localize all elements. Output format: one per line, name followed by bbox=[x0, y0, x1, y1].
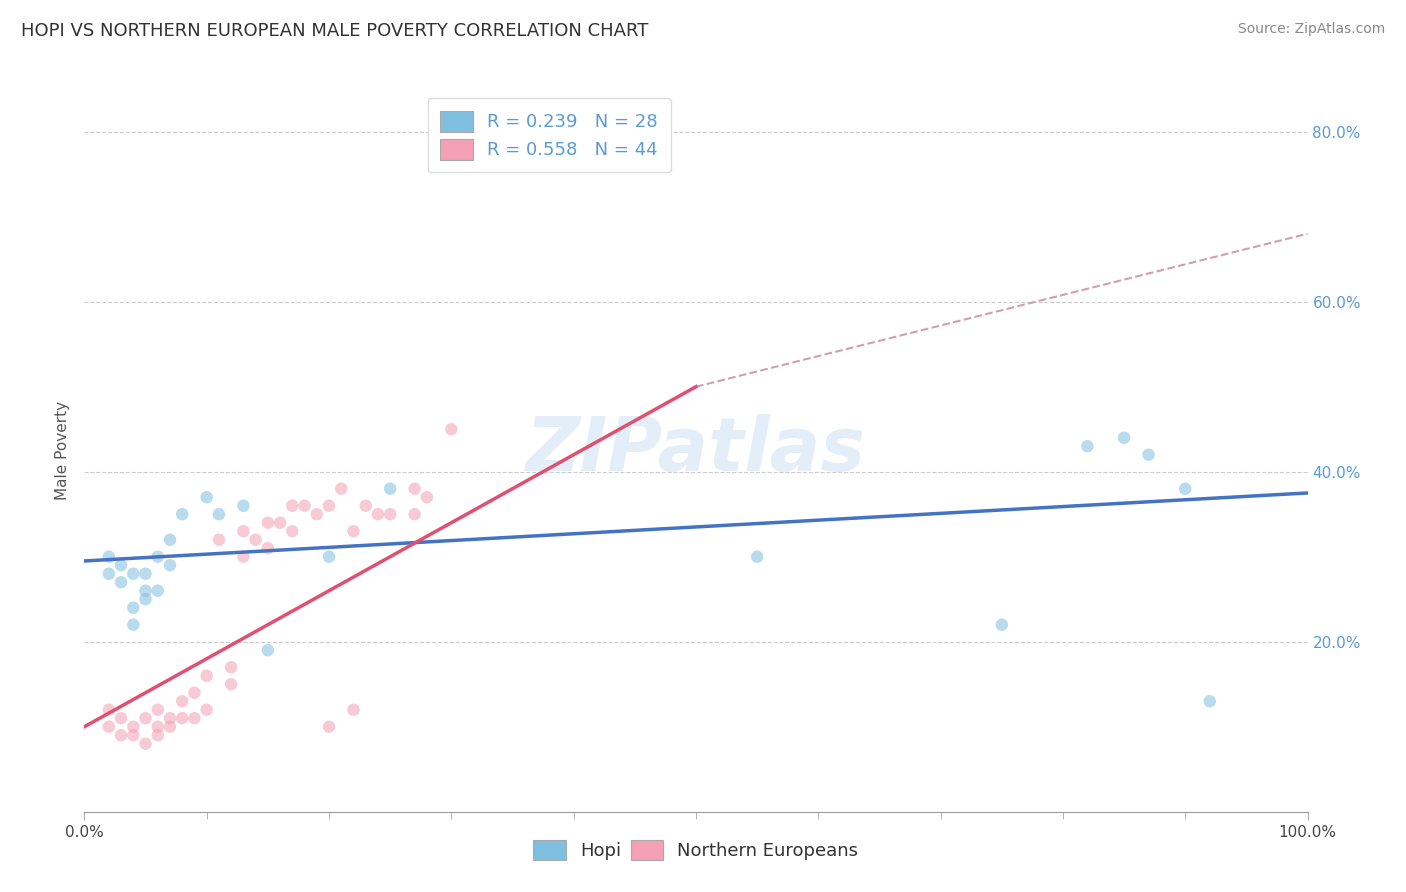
Point bbox=[281, 499, 304, 513]
Text: HOPI VS NORTHERN EUROPEAN MALE POVERTY CORRELATION CHART: HOPI VS NORTHERN EUROPEAN MALE POVERTY C… bbox=[21, 22, 648, 40]
Point bbox=[195, 669, 218, 683]
Point bbox=[135, 583, 157, 598]
Point bbox=[440, 422, 463, 436]
Point bbox=[172, 694, 194, 708]
Point bbox=[219, 660, 242, 674]
Point bbox=[305, 507, 328, 521]
Point bbox=[342, 703, 364, 717]
Point bbox=[146, 720, 169, 734]
Point bbox=[146, 728, 169, 742]
Point bbox=[318, 549, 340, 564]
Point bbox=[159, 720, 181, 734]
Point bbox=[122, 566, 145, 581]
Point bbox=[97, 703, 120, 717]
Point bbox=[110, 558, 132, 573]
Point bbox=[183, 711, 205, 725]
Point bbox=[1114, 431, 1136, 445]
Point bbox=[1076, 439, 1098, 453]
Point bbox=[122, 728, 145, 742]
Point bbox=[195, 490, 218, 504]
Point bbox=[146, 583, 169, 598]
Point bbox=[747, 549, 769, 564]
Point bbox=[195, 703, 218, 717]
Point bbox=[342, 524, 364, 539]
Point bbox=[159, 533, 181, 547]
Point bbox=[159, 558, 181, 573]
Point bbox=[183, 686, 205, 700]
Text: ZIPatlas: ZIPatlas bbox=[526, 414, 866, 487]
Point bbox=[172, 711, 194, 725]
Point bbox=[1174, 482, 1197, 496]
Point bbox=[122, 720, 145, 734]
Point bbox=[110, 728, 132, 742]
Point bbox=[172, 507, 194, 521]
Point bbox=[208, 507, 231, 521]
Point bbox=[380, 482, 402, 496]
Point bbox=[110, 575, 132, 590]
Point bbox=[146, 549, 169, 564]
Y-axis label: Male Poverty: Male Poverty bbox=[55, 401, 70, 500]
Point bbox=[354, 499, 377, 513]
Point bbox=[404, 482, 426, 496]
Point bbox=[257, 516, 280, 530]
Point bbox=[330, 482, 353, 496]
Point bbox=[159, 711, 181, 725]
Point bbox=[232, 524, 254, 539]
Point bbox=[146, 703, 169, 717]
Point bbox=[281, 524, 304, 539]
Point bbox=[135, 592, 157, 607]
Point bbox=[380, 507, 402, 521]
Point bbox=[135, 566, 157, 581]
Point bbox=[367, 507, 389, 521]
Point bbox=[232, 549, 254, 564]
Point bbox=[294, 499, 316, 513]
Point bbox=[135, 711, 157, 725]
Text: Source: ZipAtlas.com: Source: ZipAtlas.com bbox=[1237, 22, 1385, 37]
Point bbox=[991, 617, 1014, 632]
Point bbox=[404, 507, 426, 521]
Point bbox=[219, 677, 242, 691]
Point bbox=[318, 499, 340, 513]
Point bbox=[257, 541, 280, 556]
Point bbox=[1137, 448, 1160, 462]
Point bbox=[416, 490, 439, 504]
Point bbox=[97, 720, 120, 734]
Point bbox=[135, 737, 157, 751]
Point bbox=[232, 499, 254, 513]
Point bbox=[257, 643, 280, 657]
Point bbox=[269, 516, 291, 530]
Point bbox=[122, 600, 145, 615]
Point bbox=[110, 711, 132, 725]
Point bbox=[97, 566, 120, 581]
Point bbox=[318, 720, 340, 734]
Legend: Hopi, Northern Europeans: Hopi, Northern Europeans bbox=[526, 832, 866, 868]
Point bbox=[245, 533, 267, 547]
Point bbox=[208, 533, 231, 547]
Point bbox=[1198, 694, 1220, 708]
Point bbox=[122, 617, 145, 632]
Point bbox=[97, 549, 120, 564]
